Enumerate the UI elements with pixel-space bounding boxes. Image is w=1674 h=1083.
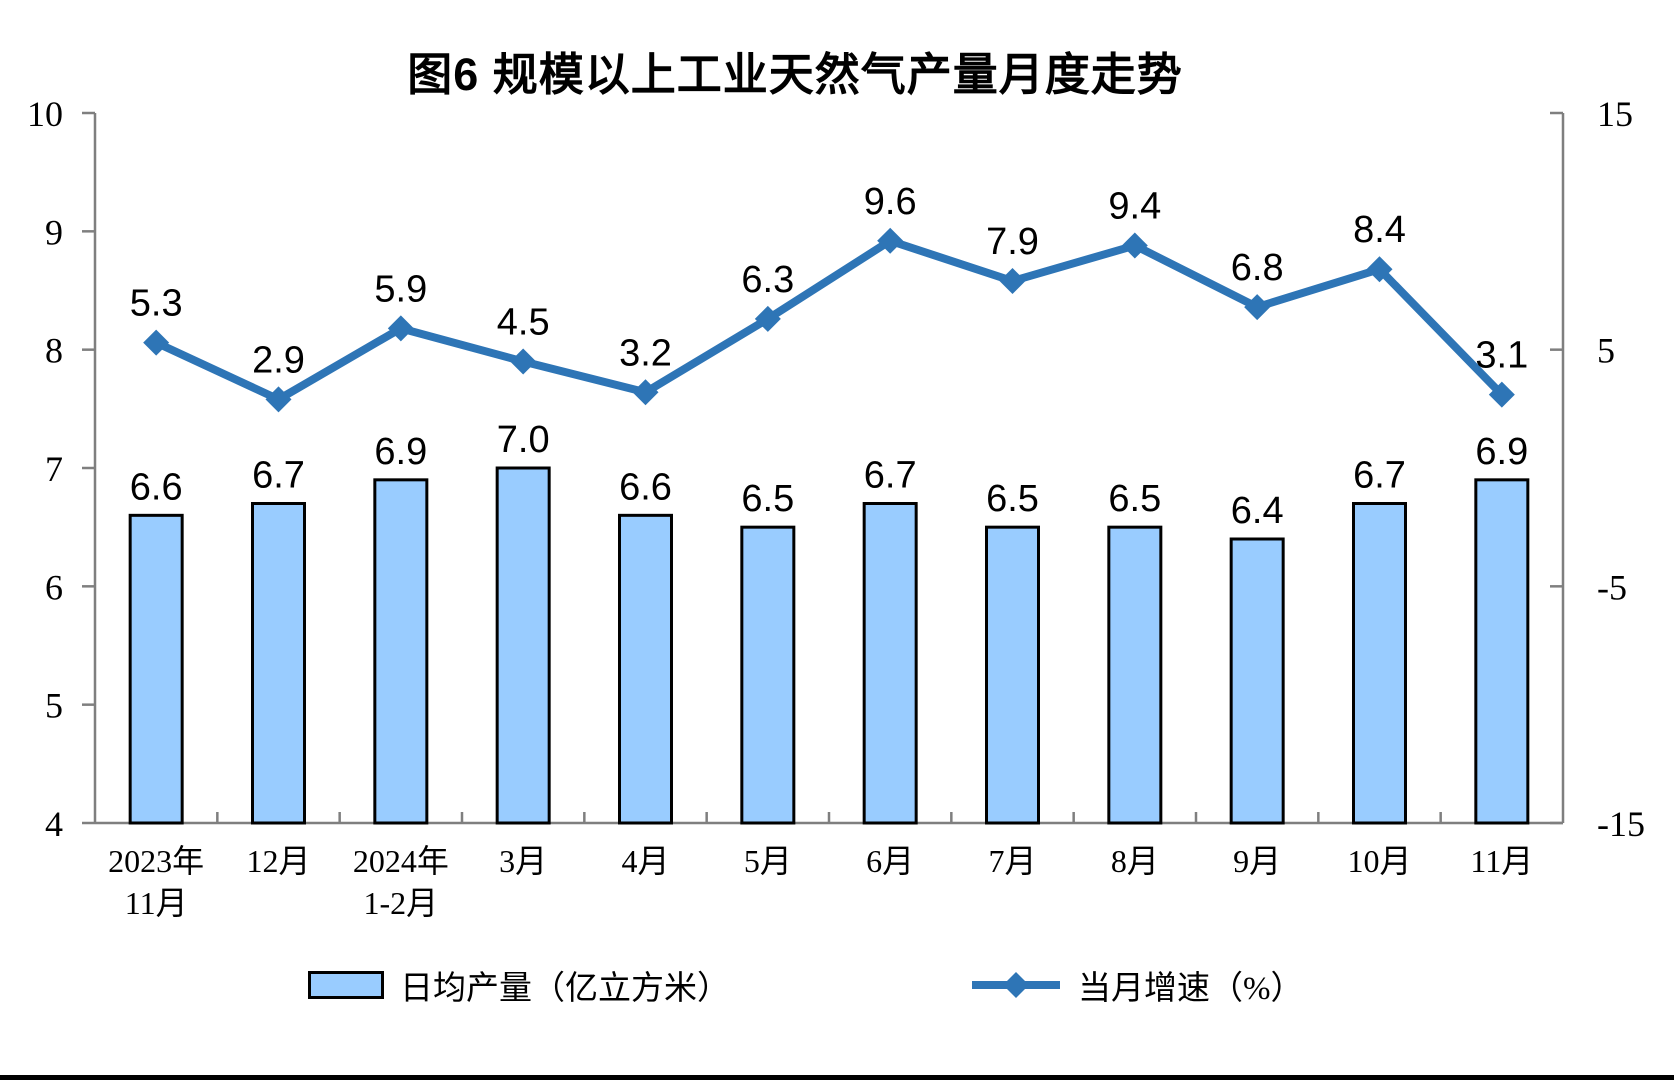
line-marker-diamond [510,348,537,375]
y-axis-left-tick-label: 4 [45,804,63,844]
bar-daily-output [1107,525,1163,825]
bar-daily-output [1352,502,1407,825]
line-marker-diamond [754,305,781,332]
x-axis-category-label: 10月 [1347,843,1411,879]
line-value-label: 9.6 [864,181,917,223]
x-axis-category-label: 6月 [866,843,914,879]
y-axis-left-tick-label: 10 [27,94,63,134]
x-axis-category-label: 4月 [621,843,669,879]
bar-value-label: 6.9 [374,431,427,473]
line-swatch-icon [972,972,1060,998]
y-axis-left-tick-label: 5 [45,686,63,726]
legend-item-daily-output: 日均产量（亿立方米） [308,952,730,1018]
bar-daily-output [618,513,673,825]
line-marker-diamond [999,268,1026,295]
line-marker-diamond [1244,294,1271,321]
line-value-label: 2.9 [252,339,305,381]
bar-daily-output [862,502,918,825]
legend-line-label: 当月增速（%） [1078,971,1304,1007]
bar-daily-output [1229,537,1285,825]
bar-daily-output [495,466,551,825]
bar-value-label: 6.7 [864,455,917,497]
bar-value-label: 6.7 [1353,455,1406,497]
growth-line [152,236,1506,404]
bar-value-label: 6.9 [1475,431,1528,473]
line-value-label: 4.5 [497,302,550,344]
x-axis-category-label: 7月 [988,843,1036,879]
line-value-label: 3.2 [619,332,672,374]
y-axis-left-tick-label: 9 [45,212,63,252]
y-axis-left-tick-label: 7 [45,449,63,489]
bar-value-label: 6.6 [619,466,672,508]
x-axis-category-label: 3月 [499,843,547,879]
line-value-label: 6.8 [1231,247,1284,289]
bottom-border-rule [0,1075,1674,1080]
bar-value-label: 6.4 [1231,490,1284,532]
x-axis-category-label: 9月 [1233,843,1281,879]
y-axis-right-tick-label: 5 [1597,331,1615,371]
bar-value-label: 6.6 [130,466,183,508]
x-axis-category-label: 12月 [246,843,310,879]
bar-value-label: 6.5 [1108,478,1161,520]
bar-value-label: 7.0 [497,419,550,461]
legend-item-growth-rate: 当月增速（%） [970,952,1304,1018]
line-marker-diamond [632,379,659,406]
y-axis-right-tick-label: -15 [1597,804,1645,844]
line-value-label: 5.3 [130,283,183,325]
line-value-label: 9.4 [1108,186,1161,228]
bar-daily-output [373,478,429,825]
y-axis-right-tick-label: -5 [1597,567,1627,607]
x-axis-category-label: 11月 [1470,843,1533,879]
line-marker-diamond [265,386,292,413]
line-marker-diamond [387,315,414,342]
line-value-label: 3.1 [1475,335,1528,377]
y-axis-left-tick-label: 6 [45,567,63,607]
bar-value-label: 6.5 [741,478,794,520]
line-value-label: 5.9 [374,268,427,310]
legend: 日均产量（亿立方米） 当月增速（%） [0,952,1674,1018]
bar-daily-output [740,525,796,825]
line-marker-diamond [1366,256,1393,283]
line-marker-diamond [877,227,904,254]
bar-daily-output [251,502,306,825]
y-axis-right-tick-label: 15 [1597,94,1633,134]
line-value-label: 6.3 [741,259,794,301]
bar-value-label: 6.7 [252,455,305,497]
line-marker-diamond [1121,232,1148,259]
x-axis-category-label: 2024年 1-2月 [353,843,449,921]
x-axis-category-label: 5月 [744,843,792,879]
legend-bar-label: 日均产量（亿立方米） [400,971,730,1007]
y-axis-left-tick-label: 8 [45,331,63,371]
bar-daily-output [1474,478,1530,825]
bar-daily-output [128,513,184,825]
chart-title: 图6 规模以上工业天然气产量月度走势 [407,49,1183,100]
line-marker-diamond [143,329,170,356]
line-value-label: 7.9 [986,221,1039,263]
bar-daily-output [985,525,1040,825]
bar-value-label: 6.5 [986,478,1039,520]
line-value-label: 8.4 [1353,209,1406,251]
x-axis-category-label: 2023年 11月 [108,843,204,921]
line-marker-diamond [1488,381,1515,408]
bar-swatch-icon [308,971,384,999]
x-axis-category-label: 8月 [1111,843,1159,879]
